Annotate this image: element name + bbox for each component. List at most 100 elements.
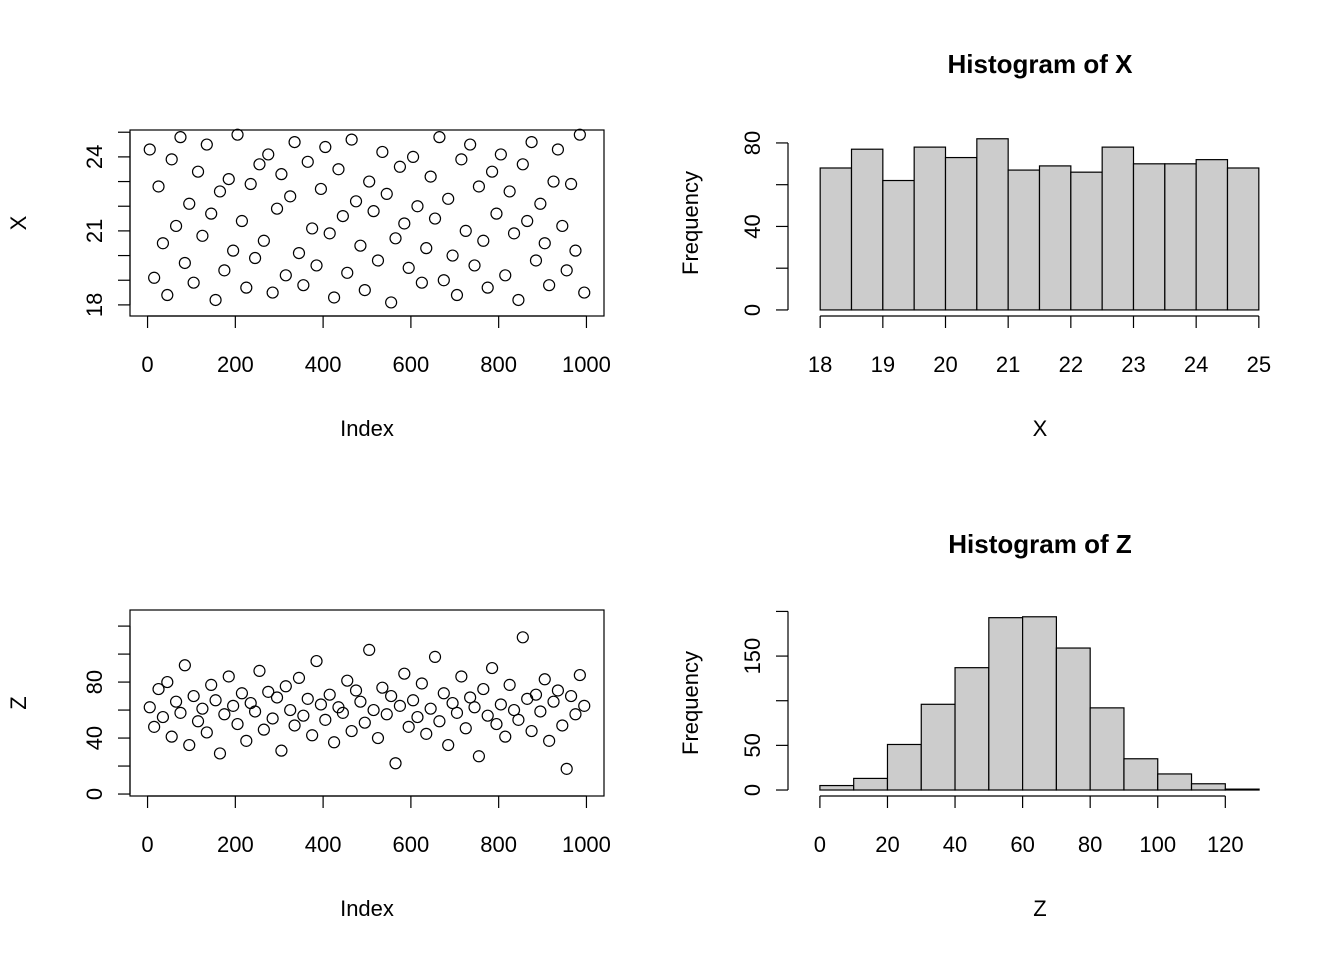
point (363, 175, 376, 188)
point (578, 286, 591, 299)
bar (886, 743, 922, 791)
point (187, 689, 200, 703)
x-tick-label: 22 (1059, 352, 1083, 377)
point (244, 696, 257, 710)
bar (819, 167, 853, 311)
point (178, 256, 191, 270)
point (573, 128, 586, 141)
point (288, 719, 301, 732)
y-tick-label: 0 (82, 788, 107, 800)
point (521, 214, 534, 228)
bar (1164, 163, 1197, 311)
x-tick-label: 600 (393, 832, 430, 857)
point (161, 288, 174, 302)
bar (1101, 146, 1135, 311)
point (358, 716, 371, 729)
point (569, 244, 582, 257)
point (477, 234, 490, 247)
point (367, 703, 380, 717)
point (551, 684, 565, 697)
point (450, 288, 464, 302)
point (371, 731, 385, 745)
point (516, 631, 529, 644)
point (538, 237, 551, 250)
x-tick-label: 24 (1184, 352, 1208, 377)
point (437, 274, 450, 287)
y-tick-label: 21 (82, 219, 107, 243)
point (262, 685, 275, 698)
x-tick-label: 200 (217, 352, 254, 377)
y-axis-label: Frequency (678, 651, 703, 755)
point (564, 177, 578, 191)
point (529, 254, 543, 267)
point (209, 694, 222, 707)
x-tick-label: 40 (943, 832, 967, 857)
x-tick-label: 400 (305, 352, 342, 377)
point (464, 691, 477, 704)
point (459, 722, 472, 735)
bar (1007, 169, 1041, 311)
bar (913, 146, 947, 311)
point (270, 691, 284, 704)
x-tick-label: 800 (480, 832, 517, 857)
bar (1038, 165, 1072, 311)
point (428, 212, 442, 225)
point (209, 293, 222, 307)
point (481, 709, 494, 722)
point (345, 724, 358, 738)
point (183, 197, 196, 210)
bar (1132, 163, 1166, 311)
point (301, 155, 314, 168)
x-tick-label: 80 (1078, 832, 1102, 857)
y-tick-label: 150 (740, 638, 765, 675)
x-tick-label: 21 (996, 352, 1020, 377)
point (424, 170, 437, 183)
bar (1055, 647, 1091, 791)
bar (1195, 159, 1229, 311)
point (525, 724, 538, 738)
point (472, 750, 486, 763)
point (270, 202, 284, 215)
point (148, 271, 161, 284)
point (485, 165, 499, 178)
point (191, 715, 205, 728)
point (292, 671, 306, 684)
y-tick-label: 0 (740, 784, 765, 796)
point (411, 710, 424, 724)
y-tick-label: 18 (82, 293, 107, 317)
point (227, 244, 240, 257)
point (178, 659, 191, 672)
point (578, 699, 591, 712)
point (266, 286, 279, 299)
point (310, 259, 323, 272)
point (380, 187, 393, 200)
x-tick-label: 60 (1010, 832, 1034, 857)
point (336, 209, 349, 223)
point (257, 234, 270, 247)
point (161, 675, 174, 689)
x-tick-label: 25 (1247, 352, 1271, 377)
point (543, 734, 556, 747)
point (503, 185, 516, 198)
bar (1022, 616, 1057, 791)
point (512, 713, 525, 726)
point (376, 681, 389, 694)
point (516, 158, 529, 171)
point (148, 720, 161, 733)
point (253, 664, 266, 677)
point (156, 710, 170, 724)
point (442, 192, 455, 205)
x-tick-label: 200 (217, 832, 254, 857)
point (240, 734, 253, 747)
point (248, 251, 262, 265)
point (205, 207, 218, 220)
bar (1089, 707, 1125, 791)
point (560, 264, 573, 277)
point (323, 227, 336, 240)
point (420, 727, 433, 740)
point (547, 175, 560, 188)
point (213, 747, 227, 760)
bar (1190, 783, 1226, 791)
point (231, 128, 244, 141)
